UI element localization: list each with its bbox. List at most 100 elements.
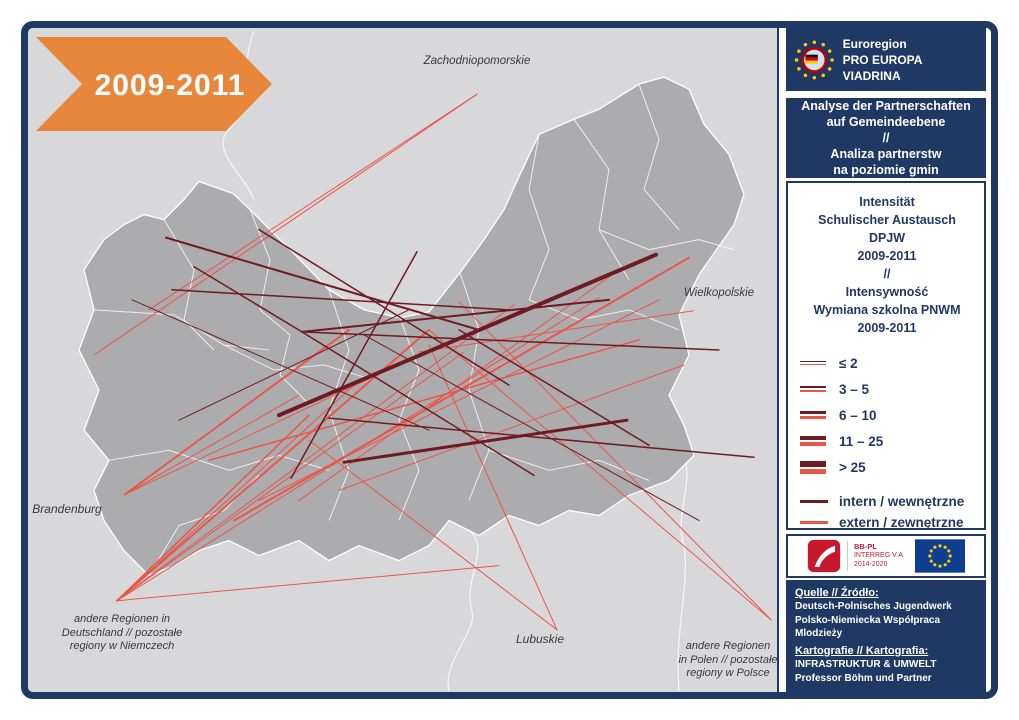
flow-line-extern <box>116 384 355 602</box>
flow-line-intern <box>178 309 410 421</box>
legend-type-label: extern / zewnętrzne <box>839 515 964 531</box>
label-andere-regionen-polen: andere Regionen in Polen // pozostałe re… <box>678 640 777 681</box>
flow-line-intern <box>290 250 418 480</box>
legend-item-label: 11 – 25 <box>839 433 884 449</box>
intensity-title-line: Schulischer Austausch DPJW <box>818 213 956 246</box>
intensity-title-line: 2009-2011 <box>857 321 917 336</box>
legend-bar-intern <box>800 411 826 415</box>
legend-bar-extern <box>800 416 826 420</box>
legend-line-pair-icon <box>800 386 826 393</box>
source-line: Deutsch-Polnisches Jugendwerk <box>795 601 952 612</box>
flow-line-intern <box>301 331 720 351</box>
flow-line-extern <box>116 414 310 602</box>
legend-type-intern: intern / wewnętrzne <box>800 491 974 512</box>
label-line: andere Regionen <box>685 640 771 652</box>
map-svg <box>78 30 772 692</box>
label-brandenburg: Brandenburg <box>32 502 102 516</box>
euroregion-title: Euroregion PRO EUROPA VIADRINA <box>843 36 979 84</box>
label-wielkopolskie: Wielkopolskie <box>683 287 755 299</box>
flow-line-extern <box>124 328 350 496</box>
flow-line-extern <box>124 394 300 495</box>
interreg-line: INTERREG V A <box>853 552 903 560</box>
flow-line-intern <box>458 329 650 447</box>
legend-item-label: ≤ 2 <box>839 355 858 371</box>
legend-item-label: 3 – 5 <box>839 381 870 397</box>
source-line: Polsko-Niemiecka Współpraca Mlodzieży <box>795 614 941 640</box>
legend-bar-extern <box>800 442 826 447</box>
legend-bar-extern <box>800 364 826 366</box>
intensity-title-line: 2009-2011 <box>857 249 917 264</box>
legend-item: 11 – 25 <box>800 428 974 454</box>
interreg-brand-icon <box>807 539 841 572</box>
period-banner: 2009-2011 <box>36 37 272 131</box>
flow-line-intern <box>301 298 610 333</box>
legend-bar-intern <box>800 460 826 467</box>
flow-line-intern <box>301 331 535 477</box>
label-lubuskie: Lubuskie <box>515 632 565 646</box>
legend-item: 6 – 10 <box>800 402 974 428</box>
legend-type-line-icon <box>800 500 828 503</box>
legend-panel: Intensität Schulischer Austausch DPJW 20… <box>786 181 986 533</box>
label-line: Deutschland // pozostałe <box>61 626 183 639</box>
label-zachodniopomorskie: Zachodniopomorskie <box>423 55 531 67</box>
analysis-subtitle-panel: Analyse der Partnerschaften auf Gemeinde… <box>786 98 986 179</box>
label-andere-regionen-deutschland: andere Regionen in Deutschland // pozost… <box>62 613 182 654</box>
flow-line-extern <box>208 339 640 462</box>
legend-line-pair-icon <box>800 411 826 420</box>
intensity-title-line: Wymiana szkolna PNWM <box>813 303 961 318</box>
interreg-text: BB-PL INTERREG V A 2014-2020 <box>854 542 903 569</box>
analysis-line: auf Gemeindeebene <box>826 115 946 130</box>
cartography-heading: Kartografie // Kartografia: <box>795 644 929 657</box>
divider <box>786 91 986 98</box>
legend-bar-extern <box>800 390 826 393</box>
flow-line-intern <box>171 289 510 311</box>
flow-line-extern <box>116 304 515 602</box>
cartography-line: INFRASTRUKTUR & UMWELT <box>795 659 937 670</box>
analysis-line: // <box>882 131 890 146</box>
euroregion-logo-icon <box>793 38 836 81</box>
flow-line-extern <box>458 301 772 621</box>
flow-line-intern <box>342 418 629 464</box>
legend-bar-extern <box>800 468 826 474</box>
legend-line-types: intern / wewnętrzne extern / zewnętrzne <box>800 491 974 533</box>
euroregion-title-line2: PRO EUROPA VIADRINA <box>842 52 922 83</box>
flow-line-extern <box>308 439 558 631</box>
flow-line-intern <box>165 236 480 331</box>
intensity-title: Intensität Schulischer Austausch DPJW 20… <box>800 193 974 337</box>
legend-item: 3 – 5 <box>800 376 974 402</box>
intensity-title-line: Intensywność <box>845 285 929 300</box>
banner-period-label: 2009-2011 <box>95 69 246 102</box>
flow-line-extern <box>116 351 465 602</box>
label-line: in Polen // pozostałe <box>678 653 778 666</box>
legend-item-label: 6 – 10 <box>839 407 877 423</box>
analysis-line: Analyse der Partnerschaften <box>801 99 971 114</box>
legend-type-line-icon <box>800 521 828 524</box>
intensity-title-line: Intensität <box>859 195 915 210</box>
legend-intensity-classes: ≤ 2 3 – 5 6 – 10 11 – 25 > 25 <box>800 350 974 480</box>
flow-line-intern <box>258 228 510 386</box>
analysis-line: na poziomie gmin <box>833 163 939 178</box>
flow-line-intern <box>131 299 430 431</box>
euroregion-header: Euroregion PRO EUROPA VIADRINA <box>786 28 986 92</box>
legend-item-label: > 25 <box>839 459 866 475</box>
flow-line-extern <box>148 93 478 311</box>
label-line: regiony w Polsce <box>686 667 770 679</box>
legend-bar-intern <box>800 436 826 441</box>
source-panel: Quelle // Źródło: Deutsch-Polnisches Jug… <box>786 579 986 692</box>
legend-bar-intern <box>800 386 826 389</box>
analysis-line: Analiza partnerstw <box>830 147 942 162</box>
legend-line-pair-icon <box>800 436 826 447</box>
flow-line-intern <box>193 265 303 333</box>
eu-flag-icon <box>915 539 965 573</box>
logo-separator <box>846 540 848 571</box>
legend-item: > 25 <box>800 454 974 480</box>
legend-type-extern: extern / zewnętrzne <box>800 512 974 533</box>
programme-logos-panel: BB-PL INTERREG V A 2014-2020 <box>786 534 986 578</box>
sidebar: Euroregion PRO EUROPA VIADRINA Analyse d… <box>779 28 991 692</box>
flow-line-extern <box>258 299 660 501</box>
intensity-title-line: // <box>883 267 891 282</box>
interreg-line: BB-PL <box>853 542 877 552</box>
interreg-line: 2014-2020 <box>853 561 888 569</box>
legend-item: ≤ 2 <box>800 350 974 376</box>
